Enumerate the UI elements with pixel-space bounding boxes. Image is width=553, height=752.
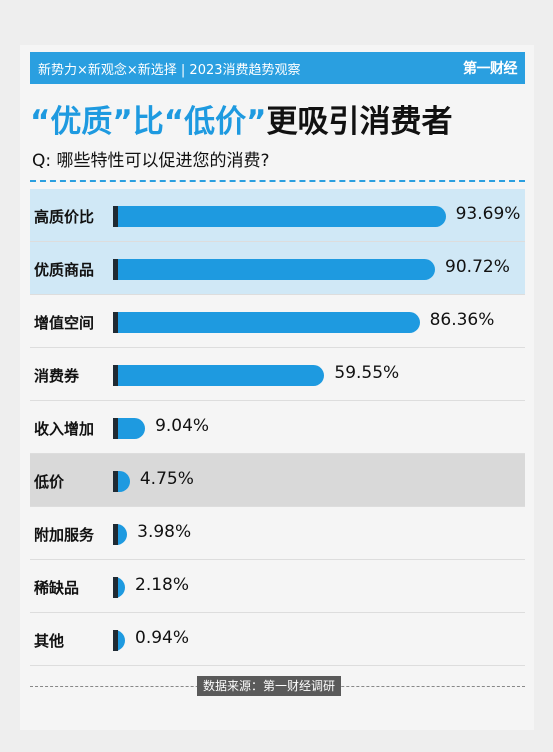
category-label: 附加服务 — [34, 526, 95, 544]
category-label: 消费券 — [34, 367, 80, 385]
chart-row: 稀缺品 2.18% — [30, 560, 525, 613]
page-title: “优质”比“低价”更吸引消费者 — [30, 96, 530, 141]
category-label: 其他 — [34, 632, 65, 650]
bar-start-marker — [113, 259, 118, 280]
bar-start-marker — [113, 312, 118, 333]
chart-row: 低价 4.75% — [30, 454, 525, 507]
category-label: 高质价比 — [34, 208, 95, 226]
top-banner: 新势力×新观念×新选择 | 2023消费趋势观察 第一财经 — [30, 52, 525, 84]
value-label: 2.18% — [135, 575, 190, 595]
value-label: 59.55% — [334, 363, 400, 383]
infographic-card — [20, 45, 534, 730]
top-divider — [30, 180, 525, 182]
brand-logo: 第一财经 — [463, 61, 518, 77]
bar-start-marker — [113, 577, 118, 598]
value-label: 86.36% — [429, 310, 495, 330]
bar — [113, 259, 436, 280]
chart-row: 附加服务 3.98% — [30, 507, 525, 560]
value-label: 90.72% — [445, 257, 510, 277]
bar-start-marker — [113, 630, 118, 651]
chart-row: 增值空间 86.36% — [30, 295, 525, 348]
chart-row: 优质商品 90.72% — [30, 242, 525, 295]
value-label: 93.69% — [455, 204, 521, 224]
question-text: Q: 哪些特性可以促进您的消费? — [32, 151, 270, 171]
value-label: 3.98% — [137, 522, 192, 542]
bar — [113, 418, 146, 439]
chart-row: 收入增加 9.04% — [30, 401, 525, 454]
chart-row: 其他 0.94% — [30, 613, 525, 666]
title-part-2: 更吸引消费者 — [266, 104, 453, 140]
bar-start-marker — [113, 206, 118, 227]
source-note: 数据来源：第一财经调研 — [197, 676, 342, 696]
bar-start-marker — [113, 471, 118, 492]
bar — [113, 206, 446, 227]
bar-start-marker — [113, 418, 118, 439]
bar — [113, 312, 420, 333]
chart-row: 消费券 59.55% — [30, 348, 525, 401]
banner-text: 新势力×新观念×新选择 | 2023消费趋势观察 — [38, 63, 301, 78]
value-label: 4.75% — [139, 469, 194, 489]
title-part-1: “优质”比“低价” — [30, 104, 267, 140]
category-label: 低价 — [34, 473, 65, 491]
category-label: 增值空间 — [34, 314, 95, 332]
value-label: 9.04% — [155, 416, 210, 436]
bar-start-marker — [113, 365, 118, 386]
category-label: 稀缺品 — [34, 579, 80, 597]
bar — [113, 365, 325, 386]
category-label: 优质商品 — [34, 261, 95, 279]
value-label: 0.94% — [135, 628, 190, 648]
category-label: 收入增加 — [34, 420, 95, 438]
bar-start-marker — [113, 524, 118, 545]
chart-row: 高质价比 93.69% — [30, 189, 525, 242]
